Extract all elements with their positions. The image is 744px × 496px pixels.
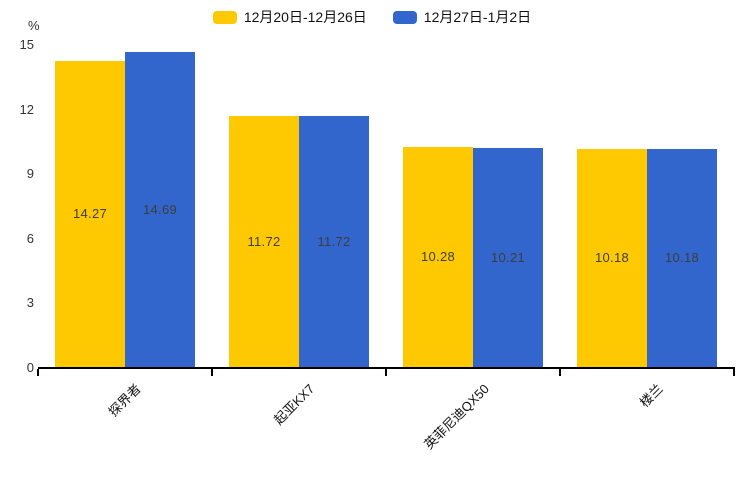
x-axis-tick-mark: [211, 369, 213, 376]
x-axis-tick-mark: [37, 369, 39, 376]
legend-label-series-2: 12月27日-1月2日: [423, 9, 532, 25]
bar-value-label: 11.72: [247, 233, 281, 249]
y-tick-label: 0: [26, 360, 34, 375]
x-axis-category-label: 楼兰: [636, 381, 666, 411]
bar-12月20日-12月26日-英菲尼迪QX50: [403, 146, 473, 368]
y-tick-label: 6: [26, 230, 34, 246]
x-axis-category-label: 探界者: [105, 381, 144, 420]
y-tick-label: 15: [19, 37, 34, 52]
bar-12月27日-1月2日-探界者: [125, 51, 195, 368]
legend-item-series-2[interactable]: 12月27日-1月2日: [392, 7, 532, 27]
bar-12月20日-12月26日-起亚KX7: [229, 115, 299, 368]
bar-12月20日-12月26日-楼兰: [577, 148, 647, 368]
x-axis-tick-mark: [385, 369, 387, 376]
y-tick-label: 3: [26, 295, 34, 311]
x-axis-tick-mark: [733, 369, 735, 376]
bar-12月27日-1月2日-楼兰: [647, 148, 717, 368]
y-tick-label: 12: [19, 101, 34, 117]
bar-value-label: 14.27: [72, 206, 108, 222]
bar-12月20日-12月26日-探界者: [55, 60, 125, 368]
bar-value-label: 14.69: [142, 201, 178, 217]
bar-value-label: 10.18: [594, 250, 630, 266]
legend-item-series-1[interactable]: 12月20日-12月26日: [212, 7, 367, 27]
y-tick-label: 9: [26, 166, 34, 182]
bar-value-label: 10.21: [490, 250, 526, 266]
bar-value-label: 10.28: [420, 249, 456, 265]
x-axis-category-label: 起亚KX7: [271, 381, 318, 428]
bar-12月27日-1月2日-英菲尼迪QX50: [473, 148, 543, 368]
y-axis-unit-label: %: [28, 18, 40, 33]
x-axis-tick-mark: [559, 369, 561, 376]
legend-swatch-blue-icon: [392, 10, 417, 24]
x-axis-line: [38, 367, 735, 369]
bar-value-label: 11.72: [317, 233, 351, 249]
x-axis-category-label: 英菲尼迪QX50: [420, 381, 492, 453]
bar-12月27日-1月2日-起亚KX7: [299, 115, 369, 368]
legend-label-series-1: 12月20日-12月26日: [243, 9, 367, 25]
bar-value-label: 10.18: [664, 250, 700, 266]
legend-swatch-yellow-icon: [212, 10, 237, 24]
chart-legend: 12月20日-12月26日 12月27日-1月2日: [0, 6, 744, 28]
